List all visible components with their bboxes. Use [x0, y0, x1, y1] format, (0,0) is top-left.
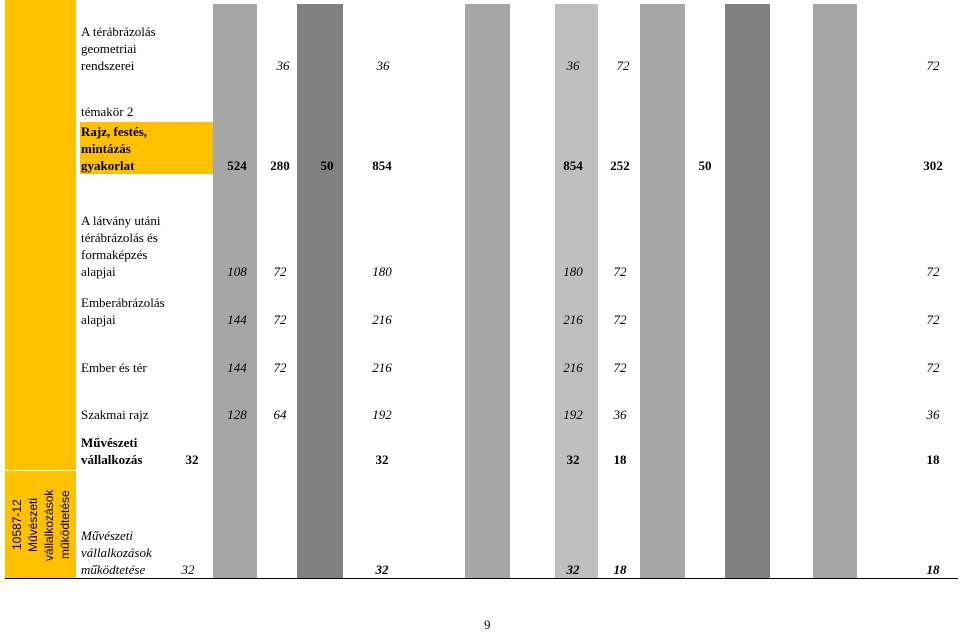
- cell-value: 72: [613, 360, 627, 375]
- cell-value: 72: [926, 264, 940, 279]
- cell-value: 72: [926, 312, 940, 327]
- highlight: [80, 122, 213, 174]
- shaded-column: [555, 4, 598, 578]
- shaded-column: [213, 4, 257, 578]
- cell-value: 72: [273, 312, 287, 327]
- cell-value: 216: [563, 360, 583, 375]
- row-label: Ember és tér: [81, 360, 147, 375]
- cell-value: 192: [372, 407, 392, 422]
- row-label: A térábrázolás geometriai rendszerei: [81, 24, 156, 73]
- cell-value: 72: [616, 58, 630, 73]
- cell-value: 72: [273, 264, 287, 279]
- cell-value: 32: [375, 562, 389, 577]
- cell-value: 72: [613, 312, 627, 327]
- cell-value: 144: [227, 360, 247, 375]
- cell-value: 280: [270, 158, 290, 173]
- cell-value: 18: [613, 452, 627, 467]
- cell-value: 72: [273, 360, 287, 375]
- cell-value: 854: [372, 158, 392, 173]
- cell-value: 72: [613, 264, 627, 279]
- shaded-column: [640, 4, 685, 578]
- cell-value: 854: [563, 158, 583, 173]
- cell-value: 36: [566, 58, 580, 73]
- cell-value: 32: [181, 562, 195, 577]
- cell-value: 180: [563, 264, 583, 279]
- shaded-column: [465, 4, 510, 578]
- cell-value: 216: [563, 312, 583, 327]
- cell-value: 50: [698, 158, 712, 173]
- row-label: Művészeti vállalkozások működtetése: [81, 528, 152, 577]
- cell-value: 18: [926, 562, 940, 577]
- cell-value: 302: [923, 158, 943, 173]
- cell-value: 18: [926, 452, 940, 467]
- table-border: [5, 578, 958, 579]
- cell-value: 72: [926, 360, 940, 375]
- cell-value: 252: [610, 158, 630, 173]
- cell-value: 144: [227, 312, 247, 327]
- cell-value: 32: [375, 452, 389, 467]
- row-label: Rajz, festés, mintázás gyakorlat: [81, 124, 148, 173]
- cell-value: 36: [376, 58, 390, 73]
- cell-value: 32: [566, 452, 580, 467]
- cell-value: 192: [563, 407, 583, 422]
- page-number: 9: [484, 617, 491, 632]
- cell-value: 128: [227, 407, 247, 422]
- cell-value: 36: [613, 407, 627, 422]
- cell-value: 36: [276, 58, 290, 73]
- cell-value: 180: [372, 264, 392, 279]
- cell-value: 32: [185, 452, 199, 467]
- shaded-column: [297, 4, 343, 578]
- side-top-cell: [5, 0, 76, 470]
- side-bottom-cell: 10587-12 Művészeti vállalkozások működte…: [5, 471, 76, 578]
- cell-value: 32: [566, 562, 580, 577]
- cell-value: 64: [273, 407, 287, 422]
- cell-value: 72: [926, 58, 940, 73]
- row-label: Művészeti vállalkozás: [81, 435, 143, 467]
- subheading: témakör 2: [81, 104, 134, 119]
- cell-value: 50: [320, 158, 334, 173]
- row-label: Szakmai rajz: [81, 407, 149, 422]
- shaded-column: [725, 4, 770, 578]
- cell-value: 524: [227, 158, 247, 173]
- shaded-column: [813, 4, 857, 578]
- side-label: 10587-12 Művészeti vállalkozások működte…: [9, 488, 72, 561]
- row-label: A látvány utáni térábrázolás és formakép…: [81, 213, 161, 279]
- cell-value: 216: [372, 312, 392, 327]
- cell-value: 216: [372, 360, 392, 375]
- cell-value: 36: [926, 407, 940, 422]
- row-label: Emberábrázolás alapjai: [81, 295, 165, 327]
- cell-value: 108: [227, 264, 247, 279]
- cell-value: 18: [613, 562, 627, 577]
